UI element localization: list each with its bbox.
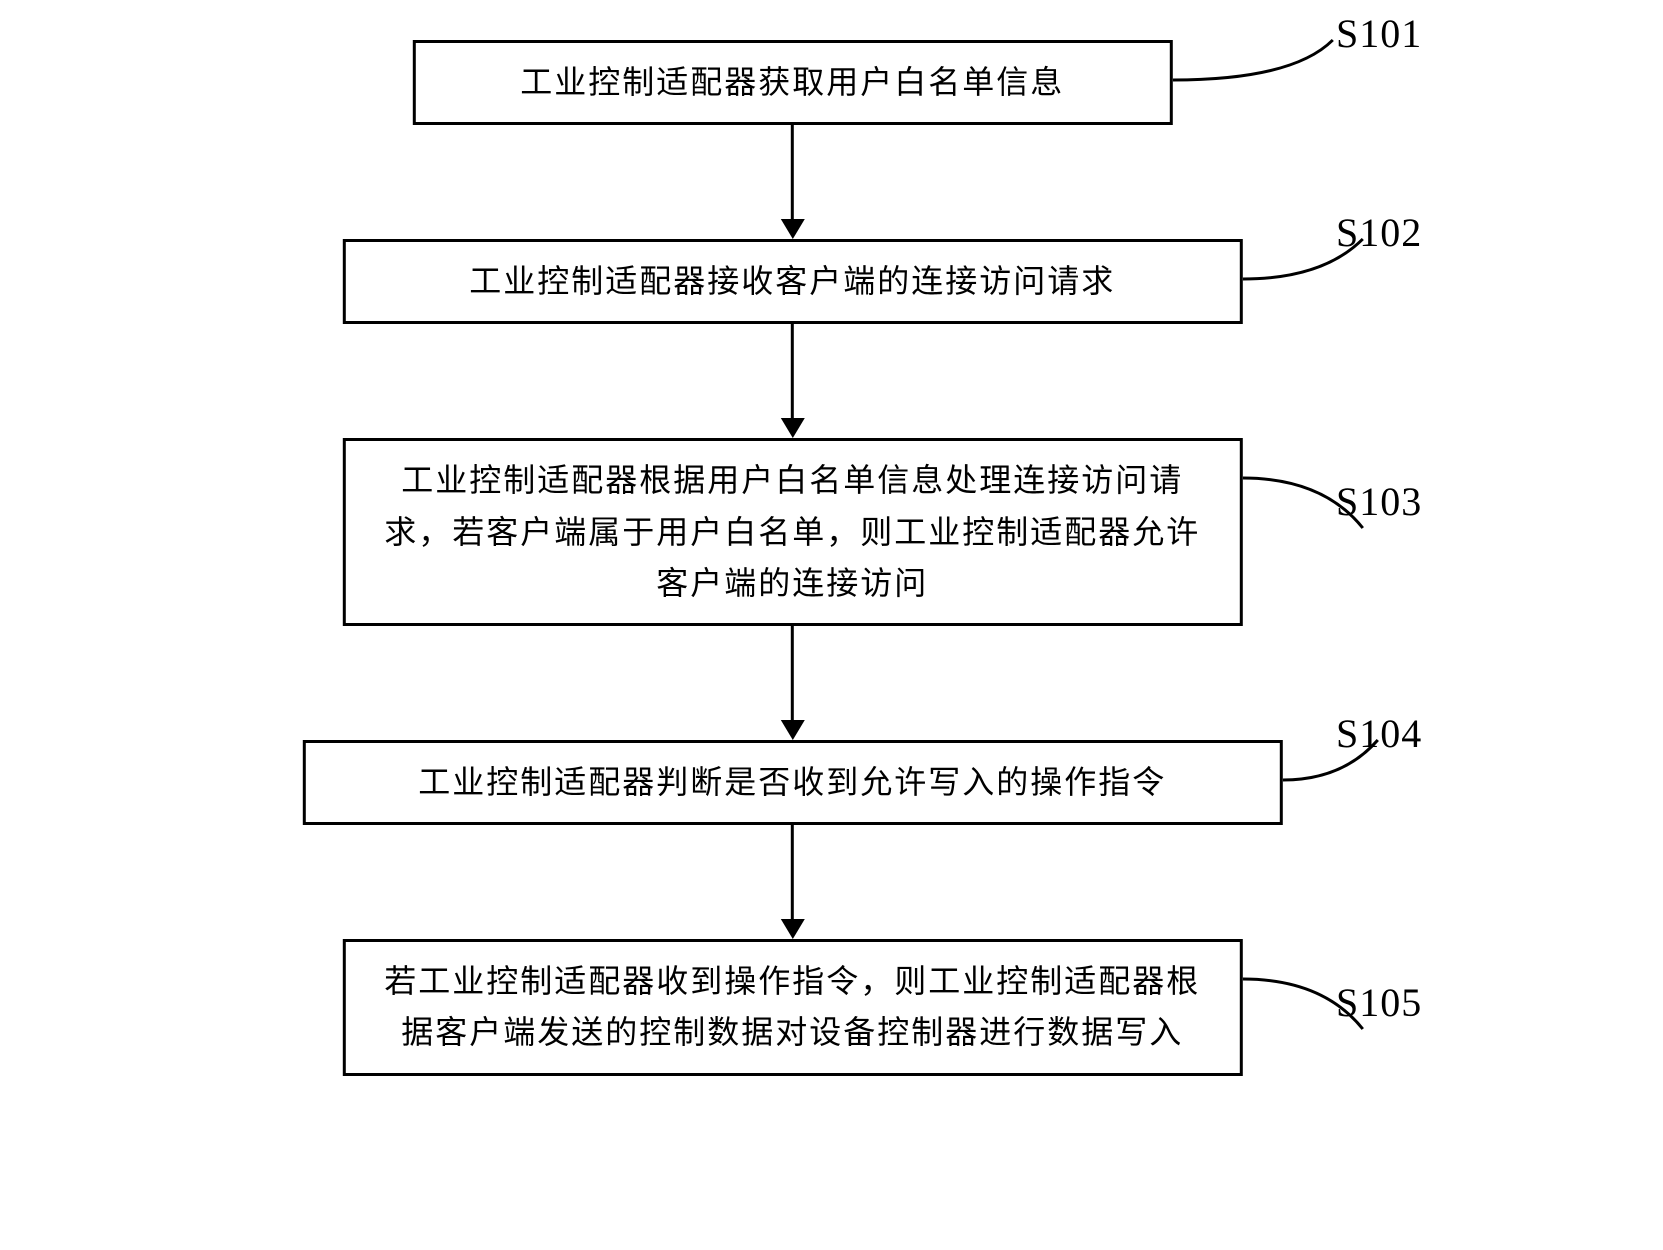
step-box-s105: 若工业控制适配器收到操作指令，则工业控制适配器根据客户端发送的控制数据对设备控制… xyxy=(342,939,1242,1075)
step-label-s102: S102 xyxy=(1336,209,1422,256)
arrow-s102-s103 xyxy=(780,324,804,438)
step-label-s103: S103 xyxy=(1336,478,1422,525)
step-row-s104: 工业控制适配器判断是否收到允许写入的操作指令 S104 xyxy=(302,740,1282,825)
step-label-s101: S101 xyxy=(1336,10,1422,57)
step-row-s101: 工业控制适配器获取用户白名单信息 S101 xyxy=(412,40,1172,125)
step-label-s105: S105 xyxy=(1336,979,1422,1026)
step-box-s103: 工业控制适配器根据用户白名单信息处理连接访问请求，若客户端属于用户白名单，则工业… xyxy=(342,438,1242,626)
step-box-s102: 工业控制适配器接收客户端的连接访问请求 xyxy=(342,239,1242,324)
step-box-s104: 工业控制适配器判断是否收到允许写入的操作指令 xyxy=(302,740,1282,825)
arrow-s103-s104 xyxy=(780,626,804,740)
step-row-s102: 工业控制适配器接收客户端的连接访问请求 S102 xyxy=(342,239,1242,324)
step-box-s101: 工业控制适配器获取用户白名单信息 xyxy=(412,40,1172,125)
flowchart-container: 工业控制适配器获取用户白名单信息 S101 工业控制适配器接收客户端的连接访问请… xyxy=(302,40,1282,1076)
arrow-s104-s105 xyxy=(780,825,804,939)
step-row-s105: 若工业控制适配器收到操作指令，则工业控制适配器根据客户端发送的控制数据对设备控制… xyxy=(342,939,1242,1075)
step-label-s104: S104 xyxy=(1336,710,1422,757)
step-row-s103: 工业控制适配器根据用户白名单信息处理连接访问请求，若客户端属于用户白名单，则工业… xyxy=(342,438,1242,626)
arrow-s101-s102 xyxy=(780,125,804,239)
